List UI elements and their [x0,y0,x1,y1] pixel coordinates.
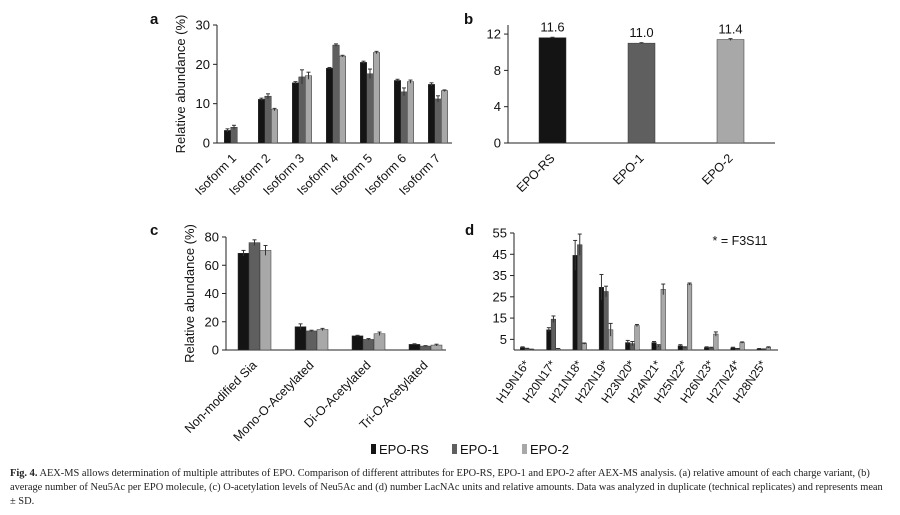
y-tick-label: 80 [205,230,219,245]
bar [248,242,261,351]
x-tick-label: EPO-2 [699,151,735,187]
bar [441,90,448,144]
data-label: 11.6 [540,20,564,35]
y-tick-label: 55 [493,226,507,241]
y-axis-label: Relative abundance (%) [173,15,188,154]
legend-swatch [452,444,457,454]
bar [550,318,557,351]
bar [339,55,346,144]
bar [716,39,745,144]
bar [603,291,609,351]
legend: EPO-RS EPO-1 EPO-2 [371,442,569,457]
y-tick-label: 25 [493,289,507,304]
y-tick-label: 8 [494,63,501,78]
bar [362,339,375,351]
panel-letter: a [150,11,159,28]
bar [577,244,583,351]
y-tick-label: 0 [494,136,501,151]
panel-letter: c [150,222,158,239]
bar [660,289,666,351]
x-tick-label: EPO-1 [610,151,646,187]
bar [408,344,421,351]
legend-label: EPO-2 [530,442,569,457]
y-tick-label: 15 [493,311,507,326]
bar [224,130,231,144]
data-label: 11.4 [718,22,742,37]
panel-letter: b [464,11,473,28]
bar [407,81,414,144]
bar [419,345,432,351]
bar [373,52,380,144]
bar [305,330,318,351]
figure-caption: Fig. 4. AEX-MS allows determination of m… [10,467,890,509]
y-tick-label: 5 [500,332,507,347]
bar [581,343,587,351]
bar [546,329,552,351]
bar [264,95,272,144]
bar [713,333,719,351]
caption-label: Fig. 4. [10,468,38,479]
legend-swatch [522,444,527,454]
bar [428,84,435,144]
y-tick-label: 0 [212,343,219,358]
y-tick-label: 12 [487,27,501,42]
caption-text: AEX-MS allows determination of multiple … [10,468,883,507]
bar [394,80,401,144]
legend-label: EPO-1 [460,442,499,457]
bar [294,326,307,351]
bar [332,44,340,144]
bar [230,127,238,144]
y-tick-label: 10 [196,96,210,111]
y-tick-label: 20 [205,314,219,329]
bar [651,342,657,351]
data-label: 11.0 [629,25,653,40]
bar [237,252,250,351]
bar [360,62,367,144]
y-tick-label: 20 [196,57,210,72]
bar [298,76,306,144]
panel-letter: d [465,222,474,239]
y-tick-label: 40 [205,286,219,301]
bar [271,109,278,144]
bar [434,98,442,144]
bar [292,82,299,144]
y-tick-label: 0 [203,136,210,151]
y-tick-label: 4 [494,99,501,114]
panel-b: b 0 4 8 12 EPO-RS 11.6 EPO-1 11.0 EPO-2 11.4 [464,11,775,195]
bar [538,37,567,144]
bar [316,329,329,351]
bar [258,99,265,144]
annotation: * = F3S11 [712,234,767,248]
bar [400,91,408,144]
legend-swatch [371,444,376,454]
bar [259,250,272,351]
y-tick-label: 45 [493,247,507,262]
bar [305,75,312,144]
y-tick-label: 35 [493,268,507,283]
bar [739,342,745,351]
bar [351,335,364,351]
bar [366,73,374,144]
bar [373,333,386,351]
legend-label: EPO-RS [379,442,429,457]
y-tick-label: 60 [205,258,219,273]
bar [634,325,640,351]
bar [326,68,333,144]
y-axis-label: Relative abundance (%) [182,224,197,363]
x-tick-label: EPO-RS [514,151,558,195]
bar [687,283,693,351]
y-tick-label: 30 [196,18,210,33]
bar [627,42,656,144]
